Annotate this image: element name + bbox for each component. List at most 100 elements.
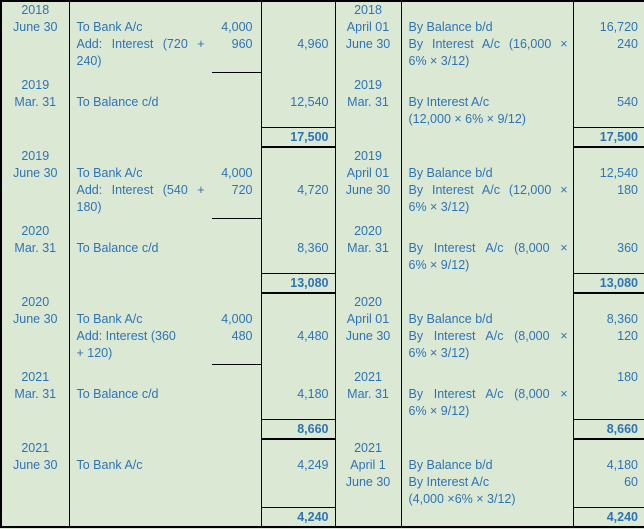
- ledger-row: June 30 To Bank A/c 4,000 April 01 By Bal…: [1, 310, 644, 327]
- date-left: Mar. 31: [1, 239, 70, 256]
- total-row: 17,500 17,500: [1, 126, 644, 148]
- particulars-left: To Bank A/c: [69, 456, 262, 473]
- inner-amount-left: 4,000: [221, 165, 253, 180]
- amount-left: 8,360: [261, 239, 336, 256]
- date-right: 2021: [335, 439, 402, 456]
- particulars-right: By Interest A/c: [401, 473, 574, 490]
- date-right: April 1: [335, 456, 402, 473]
- date-left: 2020: [1, 222, 70, 239]
- ledger-row: 2020 2020: [1, 222, 644, 239]
- date-right: 2020: [335, 293, 402, 310]
- inner-amount-left: 4,000: [221, 19, 253, 34]
- date-right: June 30: [335, 473, 402, 490]
- particulars-right-text: By Interest A/c (8,000 ×: [408, 328, 568, 343]
- total-amount-left: 17,500: [261, 126, 336, 148]
- amount-left: 12,540: [261, 93, 336, 110]
- ledger-row: (4,000 ×6% × 3/12): [1, 490, 644, 507]
- total-amount-left: 13,080: [261, 272, 336, 294]
- particulars-right: 6% × 3/12): [401, 344, 574, 361]
- date-right: 2019: [335, 147, 402, 164]
- ledger-row: June 30 To Bank A/c 4,000 April 01 By Bal…: [1, 18, 644, 35]
- particulars-right: By Interest A/c (8,000 ×: [401, 327, 574, 344]
- particulars-left: 180): [69, 198, 262, 215]
- ledger-row: Mar. 31 To Balance c/d 12,540 Mar. 31 By…: [1, 93, 644, 110]
- ledger-row: Add: Interest (540 + 720 4,720 June 30 By…: [1, 181, 644, 198]
- amount-left: 4,960: [261, 35, 336, 52]
- date-right: 2018: [335, 1, 402, 18]
- date-right: April 01: [335, 164, 402, 181]
- date-left: Mar. 31: [1, 93, 70, 110]
- date-right: Mar. 31: [335, 239, 402, 256]
- ledger-row: + 120) 6% × 3/12): [1, 344, 644, 361]
- total-amount-left: 4,240: [261, 506, 336, 527]
- ledger-row: 2019 2019: [1, 147, 644, 164]
- particulars-right: 6% × 9/12): [401, 256, 574, 273]
- date-right: Mar. 31: [335, 385, 402, 402]
- amount-left: 4,249: [261, 456, 336, 473]
- ledger-row: 2018 2018: [1, 1, 644, 18]
- date-left: June 30: [1, 456, 70, 473]
- particulars-right: 6% × 9/12): [401, 402, 574, 419]
- inner-amount-underline: [211, 364, 260, 365]
- particulars-right: By Interest A/c (8,000 ×: [401, 239, 574, 256]
- date-right: Mar. 31: [335, 93, 402, 110]
- ledger-row: 2020 2020: [1, 293, 644, 310]
- particulars-right: By Balance b/d: [401, 18, 574, 35]
- particulars-left: To Bank A/c 4,000: [69, 164, 262, 181]
- ledger-row: Mar. 31 To Balance c/d 8,360 Mar. 31 By …: [1, 239, 644, 256]
- ledger-row: 180) 6% × 3/12): [1, 198, 644, 215]
- particulars-left: To Bank A/c 4,000: [69, 310, 262, 327]
- date-left: 2020: [1, 293, 70, 310]
- date-left: 2019: [1, 76, 70, 93]
- amount-left: [261, 52, 336, 69]
- total-amount-left: 8,660: [261, 418, 336, 440]
- ledger-row: (12,000 × 6% × 9/12): [1, 110, 644, 127]
- inner-amount-underline: [211, 72, 260, 73]
- date-left: [1, 35, 70, 52]
- particulars-left: + 120): [69, 344, 262, 361]
- date-left: 2018: [1, 1, 70, 18]
- ledger-row: 2021 2021: [1, 439, 644, 456]
- total-amount-right: 4,240: [573, 506, 644, 527]
- total-row: 13,080 13,080: [1, 272, 644, 294]
- ledger-row: June 30 By Interest A/c 60: [1, 473, 644, 490]
- particulars-right: 6% × 3/12): [401, 198, 574, 215]
- particulars-left-text: Add: Interest (360: [76, 328, 176, 343]
- subtotal-rule-row: [1, 215, 644, 222]
- particulars-left: 240): [69, 52, 262, 69]
- particulars-right: By Interest A/c (12,000 ×: [401, 181, 574, 198]
- ledger-row: June 30 To Bank A/c 4,249 April 1 By Bal…: [1, 456, 644, 473]
- amount-right: 180: [617, 182, 638, 197]
- amount-right: 180: [617, 369, 638, 384]
- particulars-right-text: By Interest A/c (16,000 ×: [408, 36, 568, 51]
- particulars-left: To Bank A/c 4,000: [69, 18, 262, 35]
- inner-amount-left: 480: [231, 328, 253, 343]
- subtotal-rule-row: [1, 69, 644, 76]
- ledger-row: 2021 2021 180: [1, 368, 644, 385]
- total-row: 8,660 8,660: [1, 418, 644, 440]
- date-right: June 30: [335, 181, 402, 198]
- particulars-left: To Balance c/d: [69, 239, 262, 256]
- amount-left: 4,180: [261, 385, 336, 402]
- particulars-left: Add: Interest (720 + 960: [69, 35, 262, 52]
- date-right: [335, 52, 402, 69]
- particulars-right-text: By Interest A/c (8,000 ×: [408, 240, 568, 255]
- particulars-left: Add: Interest (360 480: [69, 327, 262, 344]
- date-left: 2019: [1, 147, 70, 164]
- inner-amount-left: 4,000: [221, 311, 253, 326]
- date-left: 2021: [1, 368, 70, 385]
- date-right: June 30: [335, 35, 402, 52]
- date-right: April 01: [335, 18, 402, 35]
- ledger-row: 6% × 9/12): [1, 256, 644, 273]
- total-amount-right: 13,080: [573, 272, 644, 294]
- amount-right: 8,360: [606, 311, 638, 326]
- amount-left: 4,720: [261, 181, 336, 198]
- particulars-right: [401, 1, 574, 18]
- total-row: 4,240 4,240: [1, 506, 644, 527]
- ledger-row: 240) 6% × 3/12): [1, 52, 644, 69]
- amount-right: 4,180: [606, 457, 638, 472]
- total-amount-right: 8,660: [573, 418, 644, 440]
- amount-right: 240: [617, 36, 638, 51]
- date-right: 2019: [335, 76, 402, 93]
